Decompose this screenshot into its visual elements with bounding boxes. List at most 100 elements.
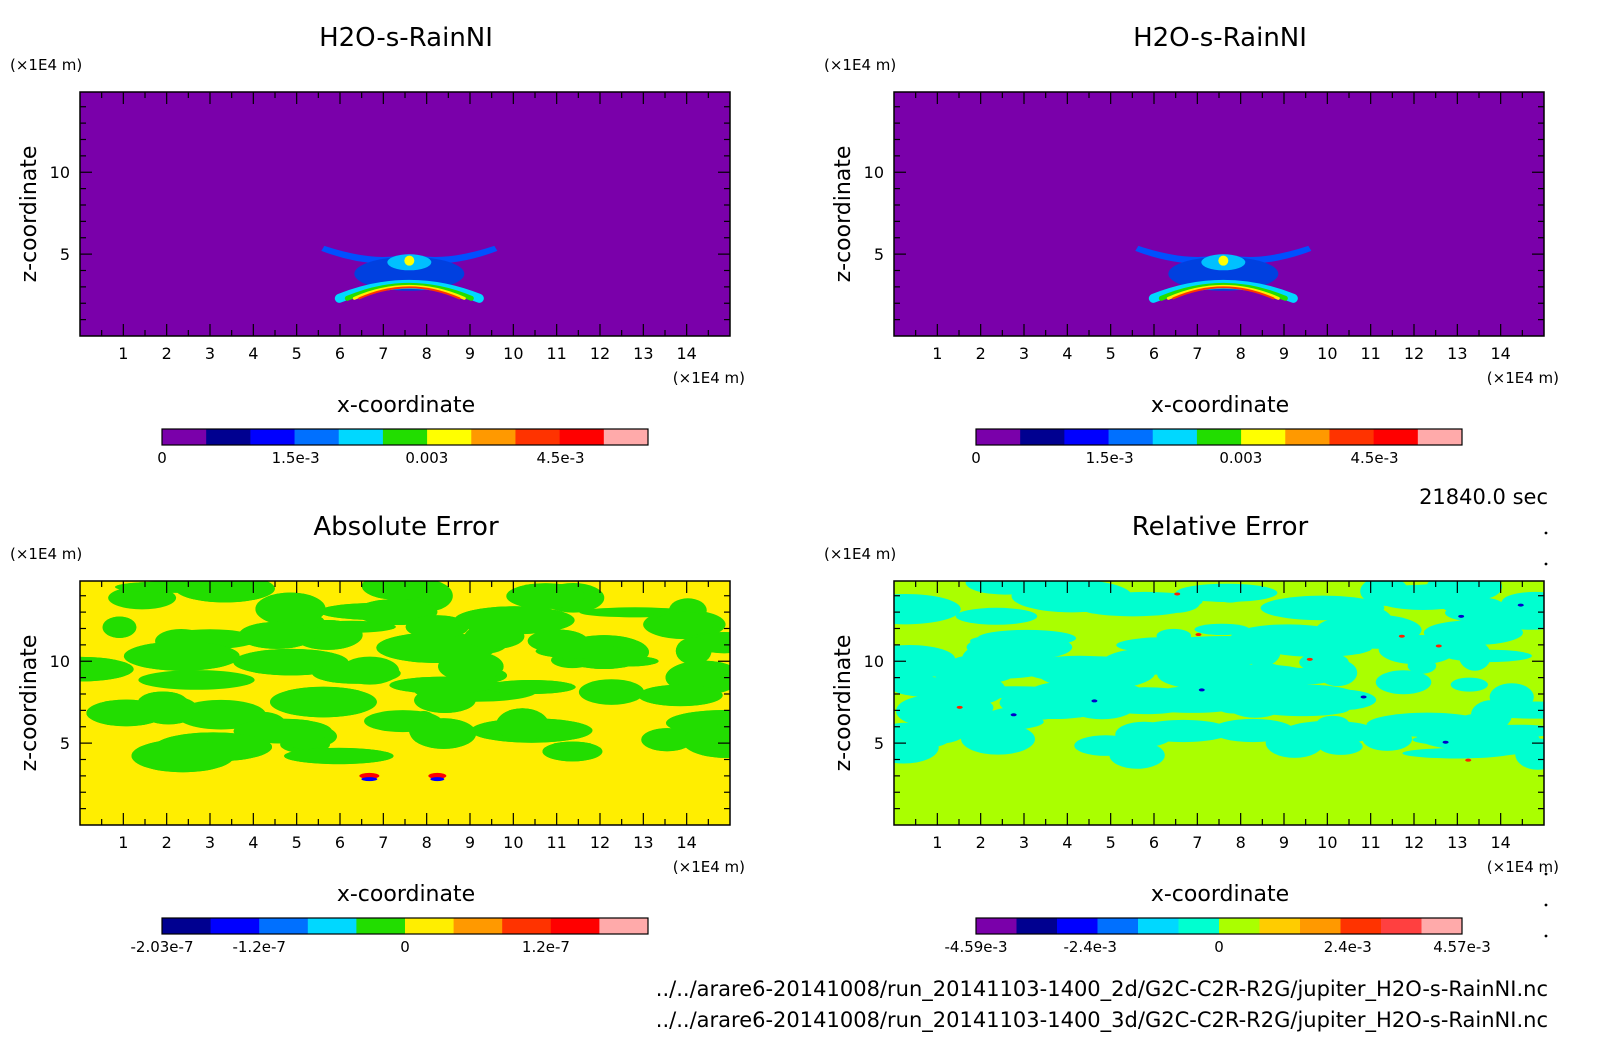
colorbar-swatch: [1329, 429, 1375, 445]
error-spot: [1010, 713, 1017, 717]
x-axis-label: x-coordinate: [337, 882, 475, 907]
x-axis-label: x-coordinate: [1151, 393, 1289, 418]
colorbar-swatch: [976, 918, 1017, 934]
y-unit-label: (×1E4 m): [10, 56, 82, 74]
x-tick-label: 1: [932, 833, 942, 852]
colorbar-swatch: [1285, 429, 1330, 445]
x-tick-label: 3: [1019, 344, 1029, 363]
plot-area: [894, 92, 1544, 336]
x-unit-label: (×1E4 m): [673, 858, 745, 876]
error-spot: [361, 777, 378, 782]
rain-arc-core: [1172, 286, 1275, 300]
plot-area: [80, 92, 730, 336]
x-tick-label: 5: [1106, 344, 1116, 363]
x-tick-label: 13: [1447, 833, 1467, 852]
field-blob: [675, 637, 712, 665]
colorbar-frame: [161, 917, 649, 935]
colorbar-label: 4.5e-3: [536, 449, 584, 467]
error-spot: [1398, 634, 1405, 638]
colorbar-swatch: [1241, 429, 1286, 445]
colorbar: -4.59e-3 -2.4e-3 0 2.4e-3 4.57e-3: [945, 917, 1491, 956]
margin-dots: [1544, 531, 1548, 938]
colorbar-swatch: [162, 918, 212, 934]
error-spot: [1442, 740, 1449, 744]
error-spot: [1091, 699, 1098, 703]
colorbar-swatch: [1373, 429, 1419, 445]
y-tick-labels: 5 10: [50, 106, 730, 321]
x-tick-label: 5: [292, 833, 302, 852]
field-blob: [894, 675, 953, 688]
x-tick-label: 1: [118, 344, 128, 363]
error-spot: [1198, 688, 1205, 692]
error-spot: [1306, 657, 1313, 661]
field-blob: [1211, 664, 1316, 691]
colorbar-swatch: [1108, 429, 1154, 445]
field-blob: [438, 651, 504, 682]
field-blob: [485, 679, 576, 695]
colorbar-swatch: [307, 918, 357, 934]
colorbar-swatch: [294, 429, 340, 445]
field-blob: [641, 728, 693, 752]
colorbar-label: 4.5e-3: [1350, 449, 1398, 467]
x-tick-label: 9: [1279, 833, 1289, 852]
colorbar-label: -2.4e-3: [1063, 938, 1116, 956]
field-blob: [1317, 659, 1358, 687]
footer-path-3d: ../../arare6-20141008/run_20141103-1400_…: [656, 1008, 1548, 1033]
heatmap-plot: [79, 91, 731, 337]
x-tick-label: 12: [1404, 344, 1424, 363]
x-tick-labels: 1 2 3 4 5 6 7 8 9 10 11 12 13 14: [915, 581, 1523, 852]
field-blob: [894, 593, 961, 625]
x-tick-labels: 1 2 3 4 5 6 7 8 9 10 11 12 13 14: [101, 581, 709, 852]
heatmap-plot: [893, 580, 1545, 826]
x-tick-label: 3: [205, 833, 215, 852]
field-blob: [1037, 656, 1156, 690]
x-tick-label: 5: [1106, 833, 1116, 852]
x-tick-label: 4: [1062, 833, 1072, 852]
error-spot: [1435, 644, 1442, 648]
x-tick-label: 6: [1149, 344, 1159, 363]
colorbar-label: -1.2e-7: [232, 938, 285, 956]
field-blob: [965, 581, 1044, 595]
heatmap-plot: [893, 91, 1545, 337]
y-tick-labels: 5 10: [864, 106, 1544, 321]
colorbar-swatch: [603, 429, 649, 445]
x-tick-label: 2: [976, 833, 986, 852]
field-blob: [1079, 598, 1188, 617]
colorbar-swatch: [599, 918, 649, 934]
field-blob: [506, 583, 586, 609]
x-tick-label: 13: [633, 344, 653, 363]
field-blob: [1074, 735, 1138, 756]
x-tick-label: 6: [335, 344, 345, 363]
x-tick-label: 11: [1360, 833, 1380, 852]
field-blob: [414, 687, 476, 713]
heatmap-plot: [79, 580, 731, 826]
field-blob: [682, 724, 730, 758]
colorbar-swatch: [1178, 918, 1220, 934]
x-tick-label: 11: [1360, 344, 1380, 363]
x-tick-label: 7: [1192, 344, 1202, 363]
field-blob: [653, 611, 714, 636]
y-axis-label: z-coordinate: [831, 635, 856, 772]
x-tick-label: 6: [1149, 833, 1159, 852]
field-blob: [1135, 719, 1232, 743]
field-blob: [1442, 598, 1483, 614]
field-blob: [1211, 718, 1295, 743]
error-spot: [1465, 758, 1472, 762]
colorbar-swatch: [1259, 918, 1301, 934]
x-tick-label: 14: [676, 833, 696, 852]
y-unit-label: (×1E4 m): [824, 56, 896, 74]
field-blob: [131, 739, 235, 773]
field-blob: [319, 602, 434, 620]
x-tick-label: 9: [1279, 344, 1289, 363]
colorbar-swatch: [338, 429, 384, 445]
x-axis-label: x-coordinate: [337, 393, 475, 418]
colorbar: 0 1.5e-3 0.003 4.5e-3: [971, 428, 1463, 467]
field-background: [894, 92, 1544, 336]
x-unit-label: (×1E4 m): [673, 369, 745, 387]
field-blob: [601, 655, 659, 667]
y-unit-label: (×1E4 m): [824, 545, 896, 563]
colorbar-label: -2.03e-7: [131, 938, 194, 956]
x-tick-label: 12: [1404, 833, 1424, 852]
x-tick-label: 4: [248, 344, 258, 363]
